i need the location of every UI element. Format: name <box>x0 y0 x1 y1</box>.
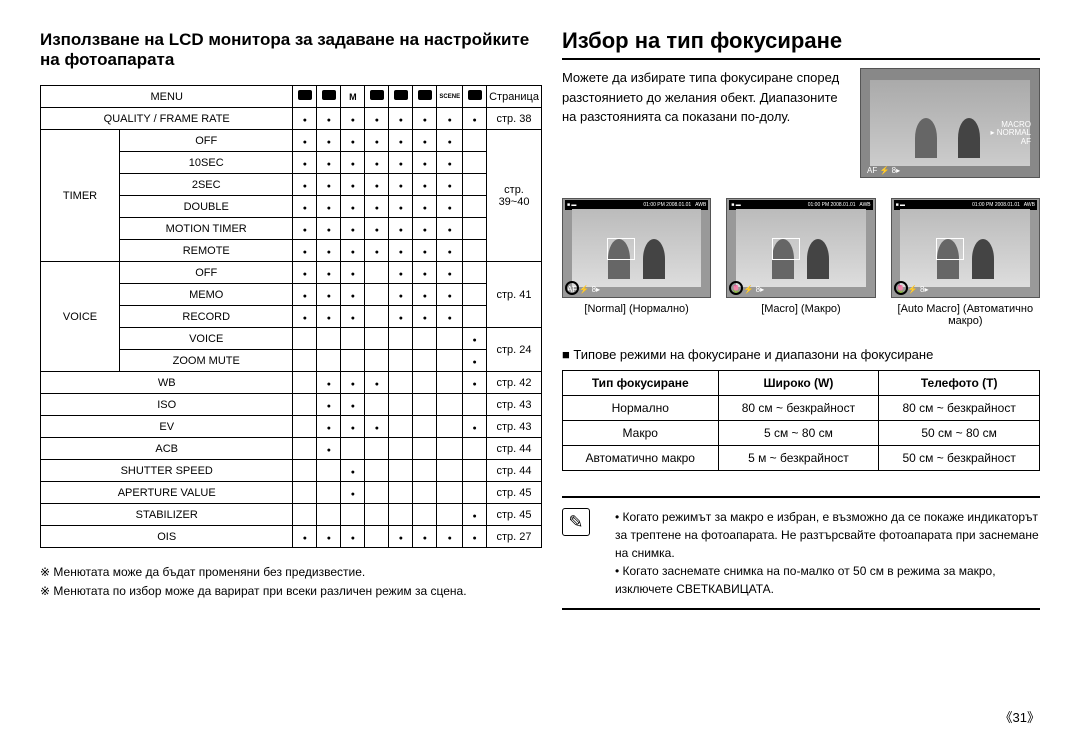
footnote-2: Менютата по избор може да варират при вс… <box>40 582 542 601</box>
note-list: Когато режимът за макро е избран, е възм… <box>600 508 1040 598</box>
row-label: ISO <box>41 394 293 416</box>
focus-row: Макро 5 см ~ 80 см 50 см ~ 80 см <box>562 421 1039 446</box>
row-label: MOTION TIMER <box>120 218 293 240</box>
mode-icon-manual: M <box>341 86 365 108</box>
row-label: MEMO <box>120 284 293 306</box>
row-page: стр. 44 <box>487 438 542 460</box>
row-label: DOUBLE <box>120 196 293 218</box>
row-label: ACB <box>41 438 293 460</box>
row-label: RECORD <box>120 306 293 328</box>
footnote-1: Менютата може да бъдат променяни без пре… <box>40 563 542 582</box>
row-label: 10SEC <box>120 152 293 174</box>
group-voice: VOICE <box>41 262 120 372</box>
row-label: ZOOM MUTE <box>120 350 293 372</box>
table-row: STABILIZER стр. 45 <box>41 504 542 526</box>
row-label: EV <box>41 416 293 438</box>
focus-header-row: Тип фокусиране Широко (W) Телефото (T) <box>562 371 1039 396</box>
row-page: стр. 38 <box>487 108 542 130</box>
row-page: стр. 43 <box>487 416 542 438</box>
row-page: стр. 24 <box>487 328 542 372</box>
row-label: 2SEC <box>120 174 293 196</box>
row-label: OFF <box>120 130 293 152</box>
row-label: APERTURE VALUE <box>41 482 293 504</box>
row-label: QUALITY / FRAME RATE <box>41 108 293 130</box>
row-label: REMOTE <box>120 240 293 262</box>
right-column: Избор на тип фокусиране Можете да избира… <box>552 20 1050 726</box>
table-row: APERTURE VALUE стр. 45 <box>41 482 542 504</box>
intro-row: Можете да избирате типа фокусиране споре… <box>562 68 1040 178</box>
mode-icon-movie <box>365 86 389 108</box>
thumbs-row: ■ ▬01:00 PM 2008.01.01 AWB AF ⚡ 8▸ [Norm… <box>562 198 1040 327</box>
right-heading: Избор на тип фокусиране <box>562 28 1040 60</box>
menu-header-row: MENU M SCENE Страница <box>41 86 542 108</box>
mode-icon-night <box>389 86 413 108</box>
row-label: VOICE <box>120 328 293 350</box>
table-row: OIS стр. 27 <box>41 526 542 548</box>
row-page: стр. 43 <box>487 394 542 416</box>
row-page: стр. 42 <box>487 372 542 394</box>
thumb-macro: ■ ▬01:00 PM 2008.01.01 AWB 🌷 ⚡ 8▸ [Macro… <box>726 198 875 327</box>
row-label: SHUTTER SPEED <box>41 460 293 482</box>
row-label: STABILIZER <box>41 504 293 526</box>
left-column: Използване на LCD монитора за задаване н… <box>30 20 552 726</box>
table-row: VOICE OFF стр. 41 <box>41 262 542 284</box>
note-item: Когато режимът за макро е избран, е възм… <box>615 508 1040 562</box>
page-number: 《31》 <box>1000 707 1040 726</box>
table-row: EV стр. 43 <box>41 416 542 438</box>
row-label: OFF <box>120 262 293 284</box>
thumb-auto-macro: ■ ▬01:00 PM 2008.01.01 AWB 🌷 ⚡ 8▸ [Auto … <box>891 198 1040 327</box>
lcd-preview-large: MACRO ▸ NORMAL AF AF ⚡ 8▸ <box>860 68 1040 178</box>
menu-header-page: Страница <box>487 86 542 108</box>
table-row: SHUTTER SPEED стр. 44 <box>41 460 542 482</box>
mode-icon-portrait <box>413 86 437 108</box>
thumb-normal: ■ ▬01:00 PM 2008.01.01 AWB AF ⚡ 8▸ [Norm… <box>562 198 711 327</box>
mode-icon-scene: SCENE <box>437 86 463 108</box>
mode-icon-auto <box>293 86 317 108</box>
row-page: стр. 39~40 <box>487 130 542 262</box>
group-timer: TIMER <box>41 130 120 262</box>
table-row: TIMER OFF стр. 39~40 <box>41 130 542 152</box>
table-row: ISO стр. 43 <box>41 394 542 416</box>
note-box: ✎ Когато режимът за макро е избран, е въ… <box>562 496 1040 610</box>
row-page: стр. 41 <box>487 262 542 328</box>
preview-icons: AF ⚡ 8▸ <box>867 166 900 175</box>
row-label: WB <box>41 372 293 394</box>
preview-overlay: MACRO ▸ NORMAL AF <box>991 121 1031 147</box>
focus-section-title: Типове режими на фокусиране и диапазони … <box>562 347 1040 362</box>
focus-table: Тип фокусиране Широко (W) Телефото (T) Н… <box>562 370 1040 471</box>
row-page: стр. 45 <box>487 504 542 526</box>
row-page: стр. 27 <box>487 526 542 548</box>
note-icon: ✎ <box>562 508 590 536</box>
intro-text: Можете да избирате типа фокусиране споре… <box>562 68 848 127</box>
mode-icon-program <box>317 86 341 108</box>
focus-row: Нормално 80 см ~ безкрайност 80 см ~ без… <box>562 396 1039 421</box>
left-heading: Използване на LCD монитора за задаване н… <box>40 30 542 70</box>
table-row: ACB стр. 44 <box>41 438 542 460</box>
row-label: OIS <box>41 526 293 548</box>
table-row: WB стр. 42 <box>41 372 542 394</box>
menu-header-label: MENU <box>41 86 293 108</box>
row-page: стр. 45 <box>487 482 542 504</box>
footnotes: Менютата може да бъдат променяни без пре… <box>40 563 542 601</box>
mode-icon-guide <box>463 86 487 108</box>
row-page: стр. 44 <box>487 460 542 482</box>
note-item: Когато заснемате снимка на по-малко от 5… <box>615 562 1040 598</box>
table-row: QUALITY / FRAME RATE стр. 38 <box>41 108 542 130</box>
focus-row: Автоматично макро 5 м ~ безкрайност 50 с… <box>562 446 1039 471</box>
menu-table: MENU M SCENE Страница QUALITY / FRAME RA… <box>40 85 542 548</box>
